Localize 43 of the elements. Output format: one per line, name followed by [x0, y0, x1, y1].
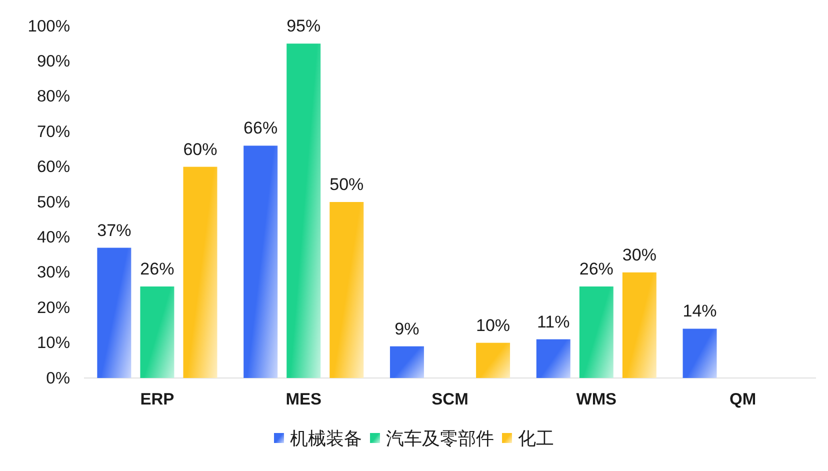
bar: [97, 248, 132, 378]
y-tick-label: 50%: [36, 193, 70, 212]
bar: [183, 166, 218, 378]
data-label: 66%: [244, 118, 278, 138]
data-label: 9%: [394, 319, 420, 338]
bar: [622, 272, 656, 378]
y-tick-label: 0%: [46, 369, 70, 388]
x-tick-label: SCM: [432, 390, 468, 409]
x-tick-label: MES: [286, 390, 322, 409]
x-tick-label: ERP: [140, 390, 174, 409]
y-tick-label: 80%: [36, 88, 70, 106]
bar: [244, 146, 278, 378]
y-tick-label: 100%: [28, 17, 70, 36]
bar: [286, 44, 321, 378]
y-tick-label: 40%: [36, 228, 70, 246]
bar: [140, 286, 174, 378]
data-label: 26%: [579, 259, 614, 278]
y-tick-label: 30%: [36, 264, 70, 282]
data-label: 11%: [536, 312, 570, 332]
bar: [330, 202, 364, 378]
data-label: 14%: [682, 302, 717, 321]
y-tick-label: 90%: [36, 52, 70, 70]
data-label: 26%: [140, 259, 174, 278]
bar: [682, 328, 717, 378]
legend-label: 汽车及零部件: [386, 428, 494, 450]
legend-label: 化工: [518, 428, 554, 450]
bar: [390, 346, 424, 378]
y-tick-label: 10%: [36, 334, 70, 352]
data-label: 30%: [622, 245, 656, 264]
x-tick-label: QM: [730, 390, 756, 409]
data-label: 37%: [97, 220, 132, 240]
bar: [579, 286, 614, 378]
bar: [536, 339, 570, 378]
legend-label: 机械装备: [290, 428, 362, 450]
data-label: 50%: [330, 175, 364, 194]
y-tick-label: 20%: [36, 298, 70, 317]
y-tick-label: 70%: [36, 122, 70, 141]
x-tick-label: WMS: [576, 390, 617, 409]
data-label: 10%: [476, 316, 510, 335]
data-label: 60%: [183, 140, 218, 159]
bar: [476, 342, 510, 378]
data-label: 95%: [286, 16, 321, 36]
y-tick-label: 60%: [36, 158, 70, 176]
